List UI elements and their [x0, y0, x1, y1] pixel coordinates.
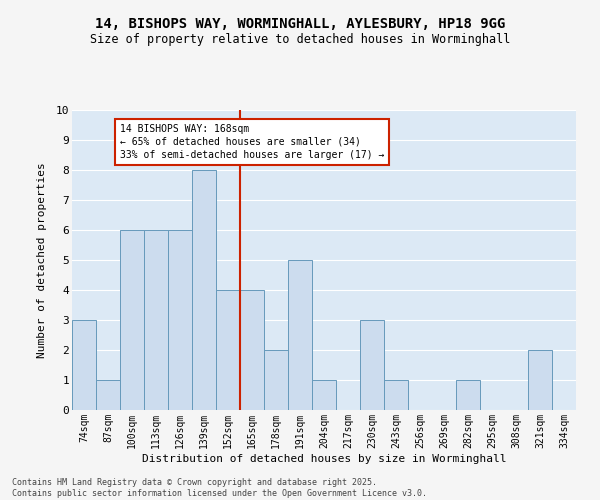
Bar — [456, 380, 480, 410]
Bar — [528, 350, 552, 410]
Bar — [216, 290, 240, 410]
Bar — [120, 230, 144, 410]
Bar — [168, 230, 192, 410]
Text: Contains HM Land Registry data © Crown copyright and database right 2025.
Contai: Contains HM Land Registry data © Crown c… — [12, 478, 427, 498]
Text: 14 BISHOPS WAY: 168sqm
← 65% of detached houses are smaller (34)
33% of semi-det: 14 BISHOPS WAY: 168sqm ← 65% of detached… — [120, 124, 385, 160]
Bar — [288, 260, 312, 410]
Y-axis label: Number of detached properties: Number of detached properties — [37, 162, 47, 358]
Bar — [96, 380, 120, 410]
Bar — [312, 380, 336, 410]
Bar — [192, 170, 216, 410]
Bar — [264, 350, 288, 410]
Bar — [72, 320, 96, 410]
Bar — [384, 380, 408, 410]
Text: 14, BISHOPS WAY, WORMINGHALL, AYLESBURY, HP18 9GG: 14, BISHOPS WAY, WORMINGHALL, AYLESBURY,… — [95, 18, 505, 32]
X-axis label: Distribution of detached houses by size in Worminghall: Distribution of detached houses by size … — [142, 454, 506, 464]
Bar — [360, 320, 384, 410]
Bar — [240, 290, 264, 410]
Bar — [144, 230, 168, 410]
Text: Size of property relative to detached houses in Worminghall: Size of property relative to detached ho… — [90, 32, 510, 46]
